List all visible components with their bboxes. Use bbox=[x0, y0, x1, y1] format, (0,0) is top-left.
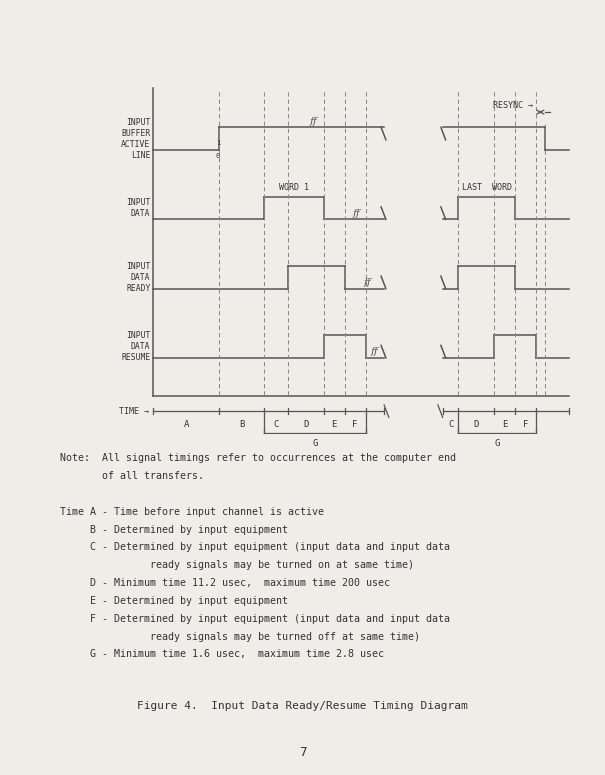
Text: ff: ff bbox=[309, 117, 317, 126]
Text: LAST  WORD: LAST WORD bbox=[462, 183, 512, 191]
Text: C: C bbox=[273, 420, 279, 429]
Text: WORD 1: WORD 1 bbox=[279, 183, 309, 191]
Text: Figure 4.  Input Data Ready/Resume Timing Diagram: Figure 4. Input Data Ready/Resume Timing… bbox=[137, 701, 468, 711]
Text: E - Determined by input equipment: E - Determined by input equipment bbox=[60, 596, 289, 606]
Text: INPUT
DATA: INPUT DATA bbox=[126, 198, 151, 219]
Text: C: C bbox=[448, 420, 453, 429]
Text: E: E bbox=[332, 420, 337, 429]
Text: ready signals may be turned on at same time): ready signals may be turned on at same t… bbox=[60, 560, 414, 570]
Text: ff: ff bbox=[353, 209, 361, 218]
Text: A: A bbox=[184, 420, 189, 429]
Text: TIME →: TIME → bbox=[119, 407, 149, 415]
Text: G: G bbox=[494, 439, 500, 448]
Text: F: F bbox=[353, 420, 358, 429]
Text: F - Determined by input equipment (input data and input data: F - Determined by input equipment (input… bbox=[60, 614, 451, 624]
Text: G: G bbox=[312, 439, 318, 448]
Text: D: D bbox=[303, 420, 309, 429]
Text: B - Determined by input equipment: B - Determined by input equipment bbox=[60, 525, 289, 535]
Text: F: F bbox=[523, 420, 528, 429]
Text: RESYNC →: RESYNC → bbox=[493, 101, 533, 110]
Text: Note:  All signal timings refer to occurrences at the computer end: Note: All signal timings refer to occurr… bbox=[60, 453, 457, 463]
Text: ff: ff bbox=[363, 278, 371, 288]
Text: INPUT
DATA
READY: INPUT DATA READY bbox=[126, 262, 151, 293]
Text: 7: 7 bbox=[299, 746, 306, 759]
Text: D: D bbox=[474, 420, 479, 429]
Text: Time A - Time before input channel is active: Time A - Time before input channel is ac… bbox=[60, 507, 324, 517]
Text: G - Minimum time 1.6 usec,  maximum time 2.8 usec: G - Minimum time 1.6 usec, maximum time … bbox=[60, 649, 385, 660]
Text: 0: 0 bbox=[216, 153, 220, 159]
Text: INPUT
DATA
RESUME: INPUT DATA RESUME bbox=[121, 331, 151, 363]
Text: B: B bbox=[239, 420, 244, 429]
Text: ready signals may be turned off at same time): ready signals may be turned off at same … bbox=[60, 632, 420, 642]
Text: of all transfers.: of all transfers. bbox=[60, 471, 204, 481]
Text: D - Minimum time 11.2 usec,  maximum time 200 usec: D - Minimum time 11.2 usec, maximum time… bbox=[60, 578, 390, 588]
Text: C - Determined by input equipment (input data and input data: C - Determined by input equipment (input… bbox=[60, 542, 451, 553]
Text: INPUT
BUFFER
ACTIVE
LINE: INPUT BUFFER ACTIVE LINE bbox=[121, 118, 151, 160]
Text: E: E bbox=[502, 420, 507, 429]
Text: 1: 1 bbox=[216, 140, 220, 146]
Text: ff: ff bbox=[371, 347, 378, 356]
